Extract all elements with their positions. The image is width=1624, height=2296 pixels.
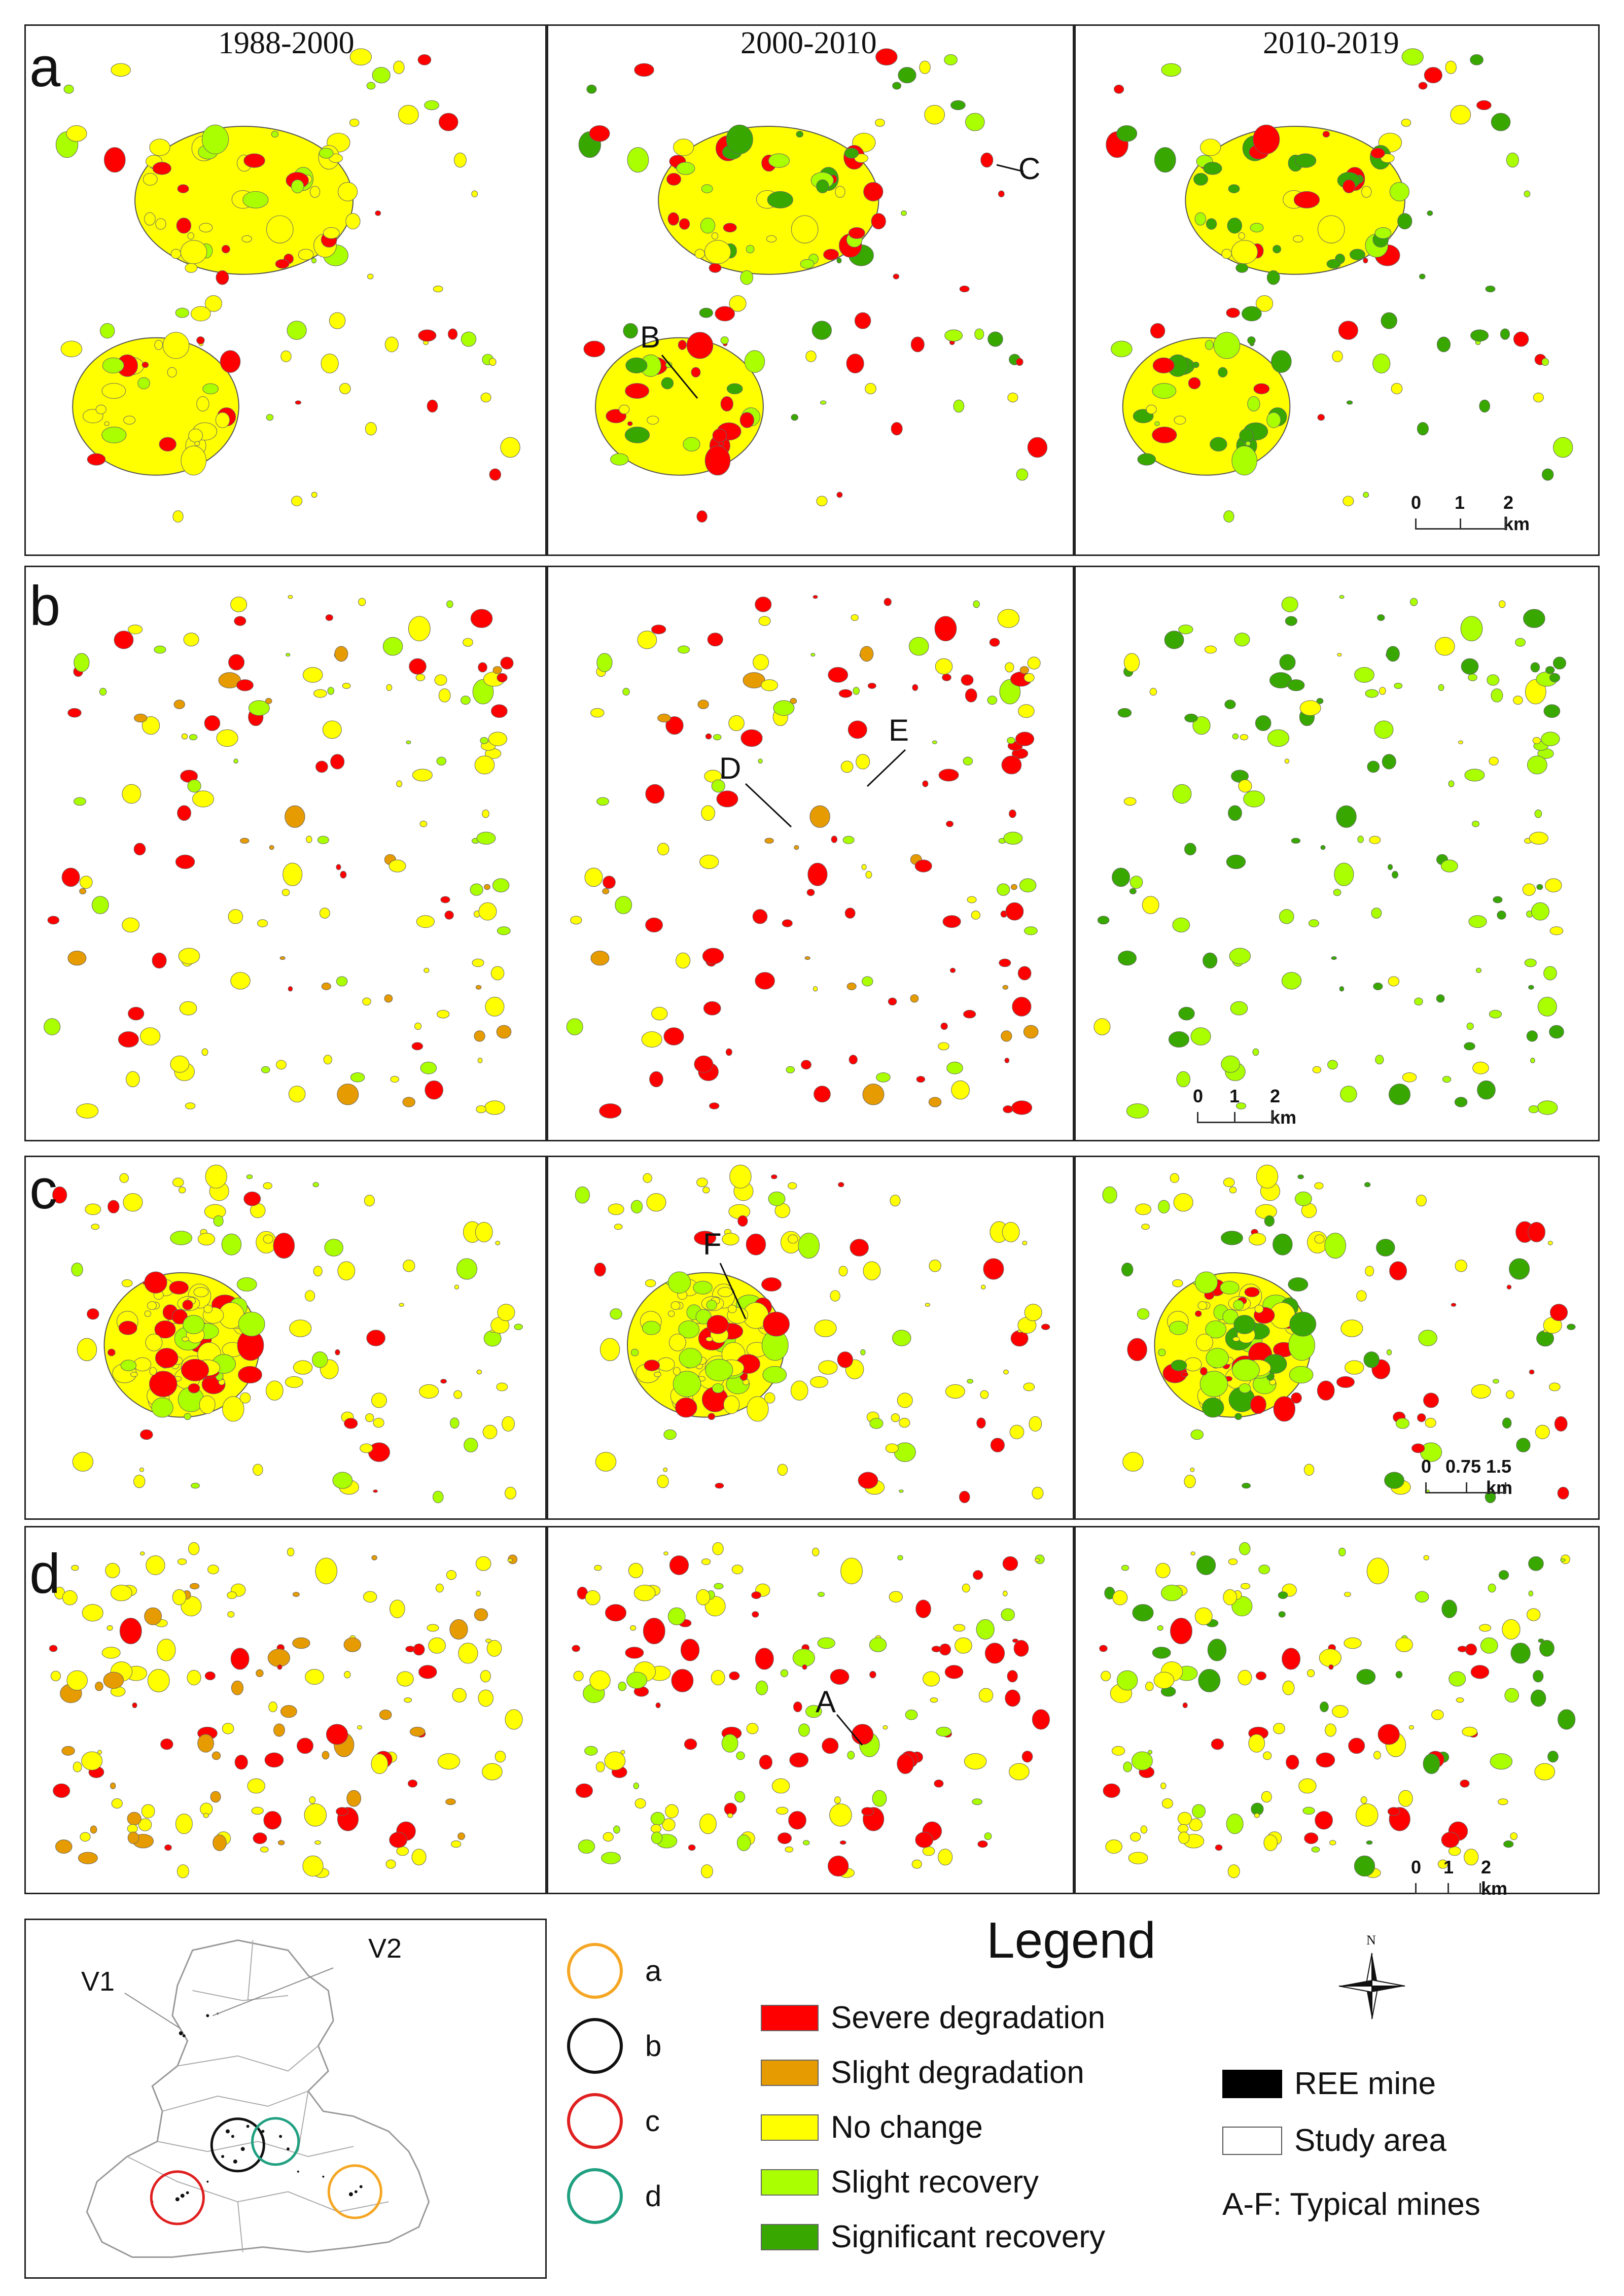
region-legend-c: c (567, 2093, 660, 2149)
row-letter-c: c (29, 1158, 57, 1221)
overview-map (24, 1919, 547, 2279)
legend-slight-recovery: Slight recovery (761, 2164, 1039, 2200)
north-label: N (1366, 1933, 1376, 1947)
period-1988-2000: 1988-2000 (218, 26, 355, 60)
row-letter-a: a (29, 36, 61, 98)
map-panel-patches (1093, 595, 1566, 1119)
map-panel-d-1 (24, 1526, 547, 1894)
region-legend-a: a (567, 1943, 661, 1999)
overview-label-v2: V2 (368, 1933, 402, 1964)
legend-no-change: No change (761, 2109, 983, 2145)
map-panel-a-3 (1074, 24, 1600, 556)
north-arrow-icon (1338, 1953, 1405, 2020)
map-panel-patches (572, 1542, 1050, 1878)
mine-label-e: E (889, 713, 909, 747)
scale-bar-c: 0 0.75 1.5 km (1421, 1456, 1513, 1498)
row-letter-d: d (29, 1543, 61, 1605)
legend-significant-recovery: Significant recovery (761, 2219, 1105, 2255)
mine-label-a: A (816, 1685, 836, 1719)
map-panel-patches (575, 1164, 1050, 1504)
map-panel-c-1 (24, 1156, 547, 1520)
map-panel-b-3 (1074, 566, 1600, 1141)
map-panel-patches (578, 48, 1048, 523)
legend-slight-degradation: Slight degradation (761, 2055, 1084, 2091)
map-panel-c-3 (1074, 1156, 1600, 1520)
mine-label-c: C (1018, 152, 1041, 186)
period-2000-2010: 2000-2010 (740, 26, 877, 60)
overview-label-v1: V1 (81, 1966, 115, 1997)
legend-study-area: Study area (1222, 2123, 1446, 2159)
map-panel-patches (1099, 1542, 1576, 1878)
map-panel-c-2 (547, 1156, 1074, 1520)
legend-severe-degradation: Severe degradation (761, 2000, 1105, 2036)
region-legend-b: b (567, 2018, 661, 2074)
overview-map-svg (86, 1939, 430, 2258)
row-letter-b: b (29, 575, 61, 637)
map-panel-d-2 (547, 1526, 1074, 1894)
map-panel-patches (44, 595, 514, 1119)
legend-typical-mines: A-F: Typical mines (1222, 2187, 1480, 2222)
map-panel-patches (1106, 48, 1573, 523)
legend-title: Legend (986, 1912, 1156, 1969)
map-panel-a-1 (24, 24, 547, 556)
period-2010-2019: 2010-2019 (1263, 26, 1399, 60)
mine-label-b: B (640, 320, 661, 354)
mine-label-f: F (703, 1227, 722, 1261)
mine-label-d: D (719, 751, 742, 785)
map-panel-b-1 (24, 566, 547, 1141)
region-legend-d: d (567, 2168, 661, 2224)
map-panel-patches (1102, 1164, 1576, 1504)
legend-ree-mine: REE mine (1222, 2066, 1436, 2102)
map-panel-patches (49, 1542, 523, 1878)
map-panel-patches (566, 595, 1041, 1119)
map-panel-b-2 (547, 566, 1074, 1141)
map-panel-patches (52, 1164, 523, 1504)
map-panel-patches (55, 48, 520, 523)
map-panel-a-2 (547, 24, 1074, 556)
map-panel-d-3 (1074, 1526, 1600, 1894)
